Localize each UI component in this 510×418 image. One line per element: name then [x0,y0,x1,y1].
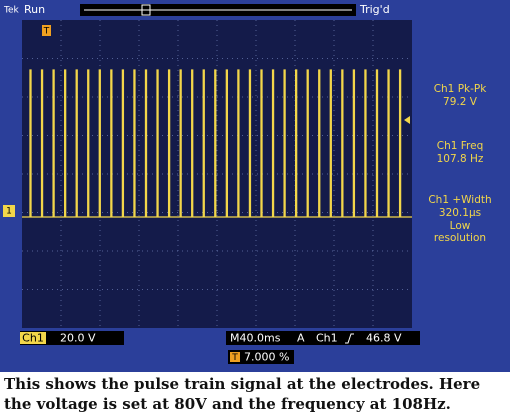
position-marker-box [230,352,240,362]
readout-note: Low [450,220,471,232]
position-bar [228,350,294,364]
channel-scale: 20.0 V [60,332,96,345]
readout-value: 107.8 Hz [437,153,484,165]
record-window [141,4,151,16]
channel-marker: 1 [6,207,12,217]
timebase-bar [226,331,420,345]
trigger-level-arrow [404,116,410,124]
readout-value: 320.1µs [439,207,481,219]
position-marker: T [231,353,238,363]
position: 7.000 % [244,351,289,364]
waveform [22,69,412,218]
trigger-level: 46.8 V [366,332,402,345]
channel-box [20,332,46,344]
trigger-marker-box [42,25,51,36]
readout-value: 79.2 V [443,96,478,108]
readout-note: resolution [434,232,486,244]
trigger-slope [345,333,354,344]
timebase: M40.0ms [230,332,281,345]
trigger-state: Trig'd [359,3,390,16]
readout-label: Ch1 +Width [428,194,491,206]
readout-label: Ch1 Freq [437,140,484,152]
readout-label: Ch1 Pk-Pk [434,83,488,95]
run-state: Run [24,3,45,16]
grid [22,20,412,328]
caption: This shows the pulse train signal at the… [4,375,481,413]
channel-marker-box [3,205,15,217]
trigger-source: Ch1 [316,332,338,345]
trigger-mode: A [297,332,305,345]
pulse-train [22,69,412,218]
oscilloscope-screen: Tek Run Trig'd T 1 Ch1 Pk-Pk 79.2 V Ch1 … [0,0,510,372]
channel-label: Ch1 [22,332,44,345]
brand: Tek [3,6,20,16]
trigger-marker: T [43,27,50,37]
